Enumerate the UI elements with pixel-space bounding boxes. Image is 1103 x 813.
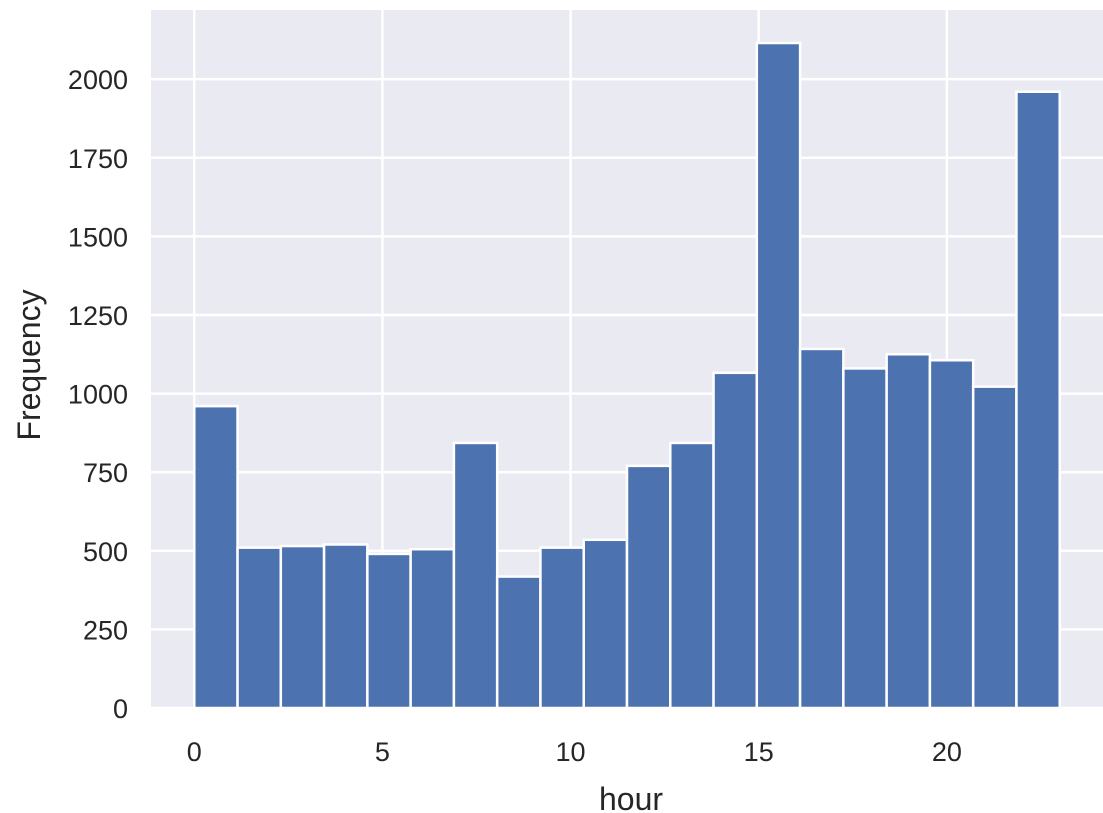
x-axis-label: hour: [599, 781, 663, 813]
histogram-bar: [712, 371, 759, 710]
histogram-bar: [366, 552, 412, 710]
histogram-bar: [322, 543, 369, 710]
histogram-bar: [1015, 90, 1061, 710]
y-tick-label: 250: [83, 615, 128, 645]
histogram-bar: [798, 347, 845, 710]
histogram-bar: [193, 404, 239, 710]
y-tick-label: 750: [83, 458, 128, 488]
y-tick-label: 2000: [68, 65, 128, 95]
histogram-bar: [971, 385, 1018, 710]
histogram-bar: [669, 441, 715, 710]
histogram-bar: [236, 546, 283, 710]
histogram-bar: [452, 441, 499, 710]
y-tick-label: 500: [83, 537, 128, 567]
x-tick-label: 5: [375, 737, 390, 767]
histogram-bar: [625, 464, 672, 710]
histogram-bar: [495, 575, 542, 710]
histogram-bar: [539, 546, 585, 710]
y-tick-labels: 0 250 500 750 1000 1250 1500 1750 2000: [68, 65, 128, 724]
y-tick-label: 0: [113, 694, 128, 724]
histogram-bars: [193, 41, 1061, 710]
histogram-bar: [928, 359, 975, 710]
y-tick-label: 1000: [68, 380, 128, 410]
x-tick-label: 0: [187, 737, 202, 767]
x-tick-label: 10: [556, 737, 586, 767]
histogram-bar: [885, 353, 932, 710]
histogram-bar: [409, 547, 456, 710]
histogram-bar: [279, 544, 326, 710]
histogram-bar: [755, 41, 802, 710]
y-tick-label: 1250: [68, 301, 128, 331]
y-tick-label: 1750: [68, 144, 128, 174]
x-tick-label: 20: [932, 737, 962, 767]
y-tick-label: 1500: [68, 222, 128, 252]
histogram-bar: [842, 367, 888, 710]
histogram-bar: [582, 538, 629, 710]
x-tick-labels: 0 5 10 15 20: [187, 737, 962, 767]
x-tick-label: 15: [744, 737, 774, 767]
y-axis-label: Frequency: [11, 289, 47, 440]
